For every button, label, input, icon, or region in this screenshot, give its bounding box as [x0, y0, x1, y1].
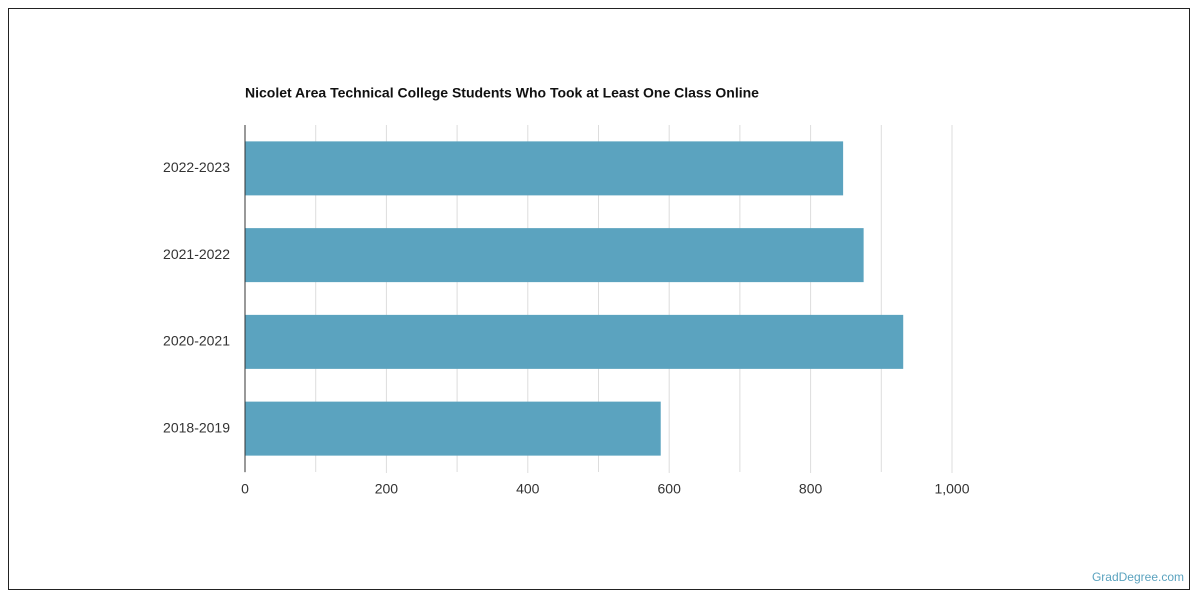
bar: [245, 228, 864, 283]
x-tick-label: 200: [375, 481, 399, 497]
y-tick-label: 2021-2022: [163, 246, 230, 262]
bar: [245, 314, 904, 369]
y-tick-label: 2022-2023: [163, 159, 230, 175]
source: GradDegree.com: [1092, 570, 1184, 584]
x-tick-label: 0: [241, 481, 249, 497]
x-tick-label: 800: [799, 481, 823, 497]
y-tick-label: 2020-2021: [163, 333, 230, 349]
y-tick-label: 2018-2019: [163, 419, 230, 435]
bar: [245, 141, 844, 196]
x-tick-label: 600: [658, 481, 682, 497]
x-tick-label: 400: [516, 481, 540, 497]
chart-title: Nicolet Area Technical College Students …: [245, 85, 759, 101]
bar: [245, 401, 661, 456]
x-tick-label: 1,000: [934, 481, 969, 497]
